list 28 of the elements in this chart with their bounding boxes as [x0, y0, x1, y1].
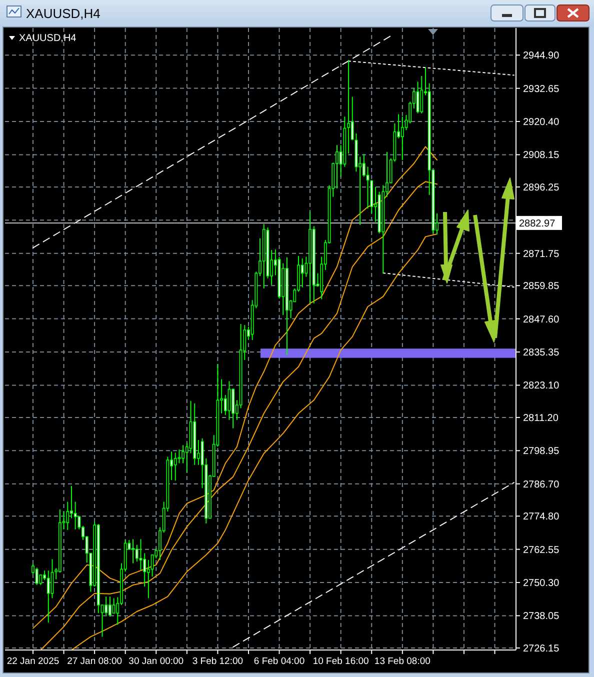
text: XAUUSD,H4: [19, 33, 77, 44]
y-tick-label: 2774.80: [523, 512, 560, 523]
y-tick-label: 2811.20: [523, 412, 559, 424]
y-tick-label: 2944.90: [523, 50, 560, 62]
x-tick-label: 13 Feb 08:00: [374, 656, 430, 667]
y-tick-label: 2750.30: [523, 578, 560, 590]
y-tick-label: 2726.15: [523, 643, 560, 654]
x-tick-label: 10 Feb 16:00: [312, 656, 369, 667]
y-tick-label: 2738.05: [523, 611, 560, 622]
ref-line-label: 2882.97: [519, 218, 556, 230]
x-tick-label: 6 Feb 04:00: [254, 656, 305, 667]
y-tick-label: 2859.85: [523, 281, 560, 292]
y-tick-label: 2896.25: [523, 182, 560, 194]
y-tick-label: 2920.40: [523, 117, 560, 128]
x-tick-label: 3 Feb 12:00: [192, 656, 244, 667]
y-tick-label: 2871.75: [523, 248, 560, 260]
x-tick-label: 30 Jan 00:00: [128, 656, 184, 667]
y-tick-label: 2932.65: [523, 84, 560, 95]
chart-title: XAUUSD,H4: [26, 6, 100, 21]
y-tick-label: 2798.95: [523, 446, 560, 458]
y-tick-label: 2823.10: [523, 380, 560, 392]
y-tick-label: 2786.70: [523, 479, 560, 490]
x-tick-label: 27 Jan 08:00: [67, 656, 122, 667]
y-tick-label: 2835.35: [523, 348, 560, 359]
x-tick-label: 22 Jan 2025: [6, 656, 60, 667]
y-tick-label: 2762.55: [523, 544, 560, 556]
y-tick-label: 2847.60: [523, 314, 560, 326]
y-tick-label: 2908.15: [523, 150, 560, 162]
